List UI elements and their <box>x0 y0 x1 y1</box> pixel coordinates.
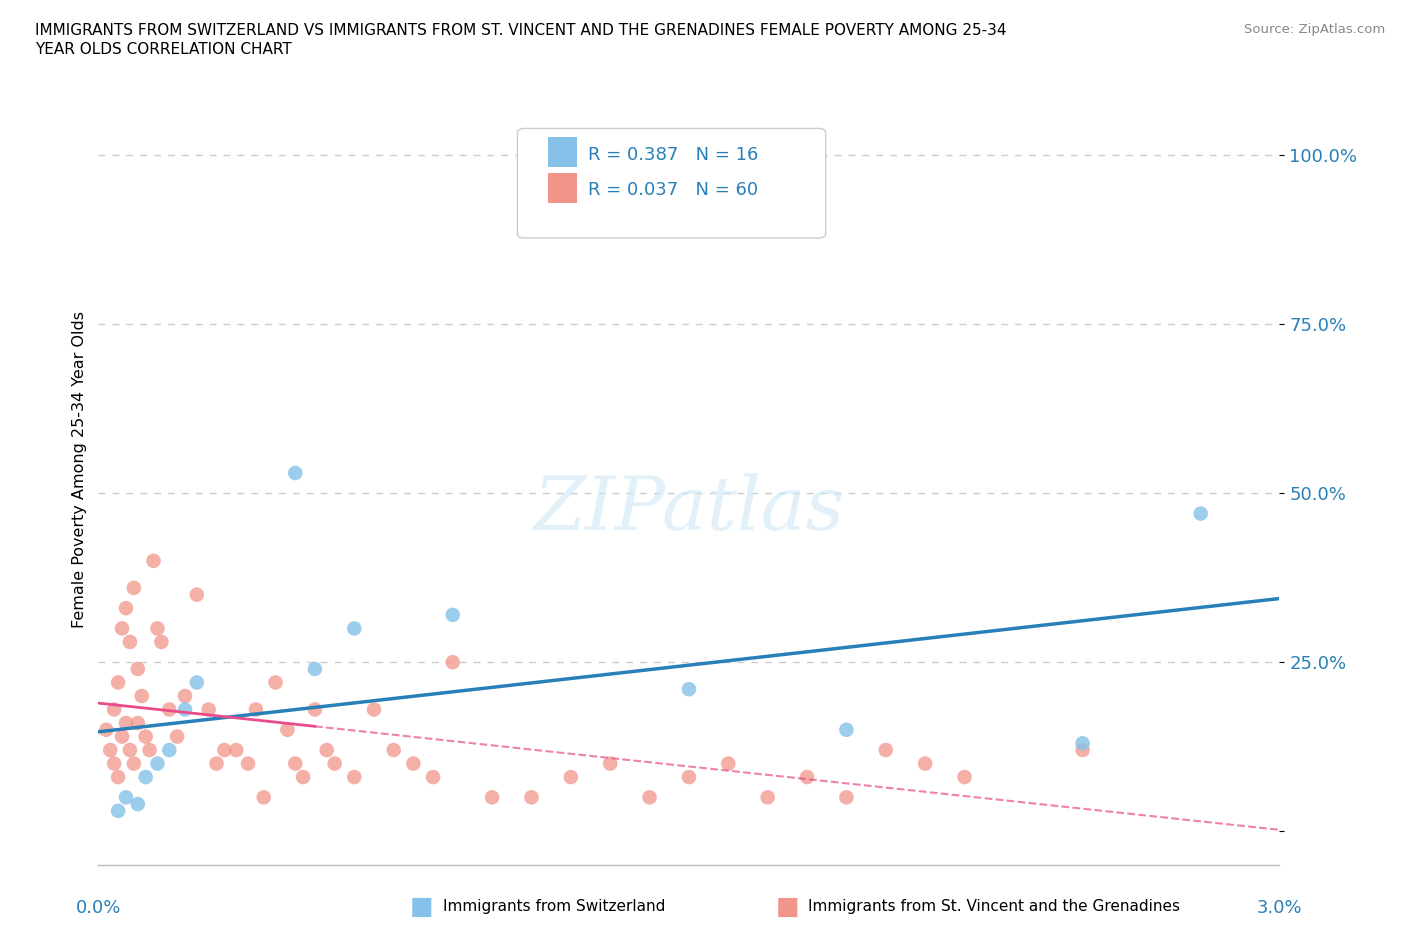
Point <box>953 770 976 785</box>
Point <box>835 790 858 804</box>
Point <box>174 702 197 717</box>
Point <box>166 729 188 744</box>
Point <box>599 756 621 771</box>
Point <box>214 742 236 757</box>
Point <box>402 756 425 771</box>
Point <box>157 742 180 757</box>
Point <box>875 742 897 757</box>
Point <box>276 723 298 737</box>
Text: Immigrants from Switzerland: Immigrants from Switzerland <box>443 899 665 914</box>
Point <box>197 702 219 717</box>
Point <box>264 675 287 690</box>
Point <box>756 790 779 804</box>
Point <box>1189 506 1212 521</box>
Point <box>98 742 121 757</box>
Point <box>363 702 385 717</box>
Point <box>142 553 165 568</box>
Point <box>118 634 141 649</box>
Point <box>304 661 326 676</box>
Point <box>422 770 444 785</box>
Text: Source: ZipAtlas.com: Source: ZipAtlas.com <box>1244 23 1385 36</box>
Point <box>717 756 740 771</box>
Point <box>343 621 366 636</box>
Point <box>520 790 543 804</box>
Point <box>157 702 180 717</box>
Point <box>560 770 582 785</box>
Point <box>835 723 858 737</box>
Point <box>186 675 208 690</box>
Point <box>914 756 936 771</box>
Point <box>284 466 307 481</box>
Y-axis label: Female Poverty Among 25-34 Year Olds: Female Poverty Among 25-34 Year Olds <box>72 312 87 628</box>
Point <box>127 797 149 812</box>
Text: ■: ■ <box>776 895 799 919</box>
Point <box>343 770 366 785</box>
Point <box>678 770 700 785</box>
Text: IMMIGRANTS FROM SWITZERLAND VS IMMIGRANTS FROM ST. VINCENT AND THE GRENADINES FE: IMMIGRANTS FROM SWITZERLAND VS IMMIGRANT… <box>35 23 1007 38</box>
Point <box>131 688 153 703</box>
Point <box>1071 736 1094 751</box>
Point <box>441 655 464 670</box>
Point <box>111 621 134 636</box>
Point <box>146 621 169 636</box>
Point <box>107 675 129 690</box>
Point <box>115 715 138 730</box>
Point <box>115 601 138 616</box>
Point <box>96 723 118 737</box>
Point <box>678 682 700 697</box>
Point <box>122 580 145 595</box>
Point <box>135 770 157 785</box>
Point <box>638 790 661 804</box>
Point <box>1071 742 1094 757</box>
Text: YEAR OLDS CORRELATION CHART: YEAR OLDS CORRELATION CHART <box>35 42 292 57</box>
Point <box>304 702 326 717</box>
Point <box>107 770 129 785</box>
Point <box>796 770 818 785</box>
Point <box>245 702 267 717</box>
Text: R = 0.387   N = 16: R = 0.387 N = 16 <box>588 146 758 164</box>
Point <box>127 661 149 676</box>
Point <box>292 770 315 785</box>
Point <box>146 756 169 771</box>
Point <box>127 715 149 730</box>
Point <box>122 756 145 771</box>
Text: R = 0.037   N = 60: R = 0.037 N = 60 <box>588 181 758 199</box>
Point <box>382 742 405 757</box>
Point <box>103 756 125 771</box>
Point <box>236 756 259 771</box>
Point <box>138 742 160 757</box>
Text: 0.0%: 0.0% <box>76 898 121 917</box>
Text: ■: ■ <box>411 895 433 919</box>
Point <box>225 742 247 757</box>
Text: ZIPatlas: ZIPatlas <box>533 473 845 545</box>
Point <box>253 790 276 804</box>
Point <box>118 742 141 757</box>
Text: Immigrants from St. Vincent and the Grenadines: Immigrants from St. Vincent and the Gren… <box>808 899 1181 914</box>
Point <box>481 790 503 804</box>
Point <box>323 756 346 771</box>
Point <box>284 756 307 771</box>
Point <box>103 702 125 717</box>
Point <box>115 790 138 804</box>
Point <box>174 688 197 703</box>
Point <box>107 804 129 818</box>
Point <box>315 742 337 757</box>
Point <box>150 634 173 649</box>
Point <box>135 729 157 744</box>
Text: 3.0%: 3.0% <box>1257 898 1302 917</box>
Point <box>205 756 228 771</box>
Point <box>441 607 464 622</box>
Point <box>186 587 208 602</box>
Point <box>111 729 134 744</box>
